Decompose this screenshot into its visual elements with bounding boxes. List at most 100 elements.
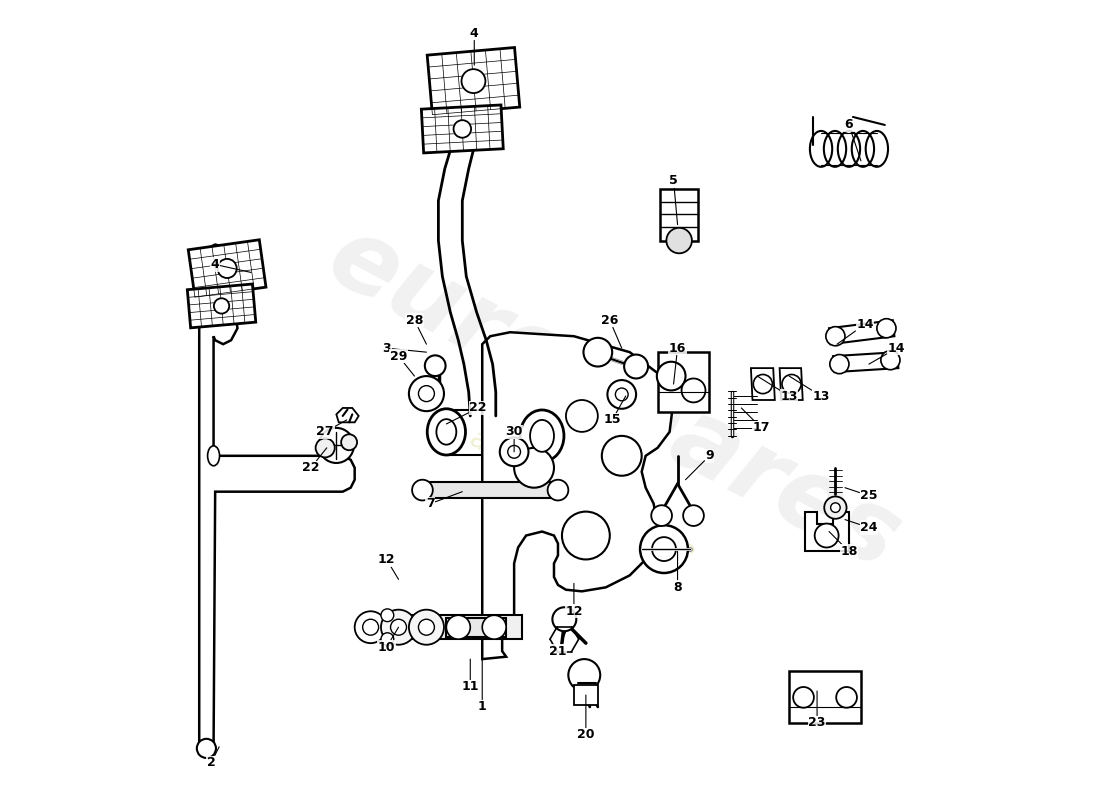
Ellipse shape [427,409,465,455]
Text: 10: 10 [377,627,398,654]
Circle shape [381,610,416,645]
Circle shape [213,298,229,314]
Circle shape [390,619,407,635]
Circle shape [830,503,840,513]
Circle shape [381,633,394,646]
Bar [574,685,597,705]
Polygon shape [482,332,673,659]
Circle shape [583,338,613,366]
Circle shape [624,354,648,378]
Circle shape [354,611,386,643]
Polygon shape [188,240,266,297]
Circle shape [824,497,847,518]
Text: 11: 11 [462,659,478,694]
Circle shape [569,659,601,691]
Text: 28: 28 [406,314,427,344]
Circle shape [829,354,849,374]
Text: 4: 4 [470,26,478,65]
Circle shape [667,228,692,254]
Text: 14: 14 [869,342,905,364]
Circle shape [651,506,672,526]
Text: 7: 7 [426,492,462,510]
Bar [660,189,698,241]
Text: 30: 30 [505,426,522,452]
Polygon shape [429,388,442,400]
Text: 8: 8 [673,551,682,594]
Polygon shape [780,368,803,400]
Circle shape [453,120,471,138]
Circle shape [409,610,444,645]
Circle shape [418,386,434,402]
Circle shape [615,388,628,401]
Circle shape [482,615,506,639]
Circle shape [836,687,857,708]
Circle shape [782,374,801,394]
Text: 25: 25 [845,488,878,502]
Text: 26: 26 [601,314,621,348]
Circle shape [447,615,471,639]
Circle shape [499,438,528,466]
Text: 20: 20 [578,695,595,742]
Text: 15: 15 [604,396,626,426]
Circle shape [409,376,444,411]
Circle shape [552,607,576,631]
Text: 21: 21 [549,631,566,658]
Text: 14: 14 [837,318,873,344]
Circle shape [462,69,485,93]
Circle shape [363,619,378,635]
Text: 17: 17 [741,408,770,434]
Polygon shape [427,47,520,114]
Polygon shape [829,320,894,344]
Circle shape [316,438,334,458]
Ellipse shape [208,446,220,466]
Text: 3: 3 [383,342,427,354]
Text: 24: 24 [845,519,878,534]
Circle shape [793,687,814,708]
Text: 5: 5 [669,174,678,225]
Text: 22: 22 [447,402,487,424]
Circle shape [683,506,704,526]
Polygon shape [833,352,899,372]
Bar [447,618,506,637]
Circle shape [548,480,569,501]
Ellipse shape [520,410,564,462]
Circle shape [682,378,705,402]
Circle shape [754,374,772,394]
Ellipse shape [530,420,554,452]
Text: 29: 29 [389,350,415,376]
Circle shape [640,525,688,573]
Circle shape [877,318,896,338]
Text: 22: 22 [302,448,327,474]
Polygon shape [337,408,359,422]
Circle shape [381,609,394,622]
Text: 4: 4 [211,258,251,273]
Circle shape [607,380,636,409]
Text: a parts for licence: a parts for licence [464,424,700,567]
Circle shape [881,350,900,370]
Circle shape [425,355,446,376]
Circle shape [652,537,676,561]
Polygon shape [421,105,504,153]
Circle shape [341,434,358,450]
Text: 23: 23 [808,691,826,730]
Text: 9: 9 [685,450,714,480]
Circle shape [412,480,432,501]
Circle shape [418,619,434,635]
Polygon shape [187,284,256,328]
Text: 27: 27 [317,420,346,438]
Text: 13: 13 [757,376,798,402]
Text: 12: 12 [565,583,583,618]
Text: 12: 12 [377,553,398,579]
Text: 16: 16 [669,342,686,384]
Text: 6: 6 [845,118,861,161]
Circle shape [815,523,838,547]
Polygon shape [199,245,354,750]
Bar [371,615,522,639]
Circle shape [514,448,554,488]
Text: 18: 18 [829,531,858,558]
Text: 1: 1 [477,651,486,714]
Bar [422,482,558,498]
Circle shape [197,739,216,758]
Circle shape [562,512,609,559]
Text: 2: 2 [207,746,219,770]
